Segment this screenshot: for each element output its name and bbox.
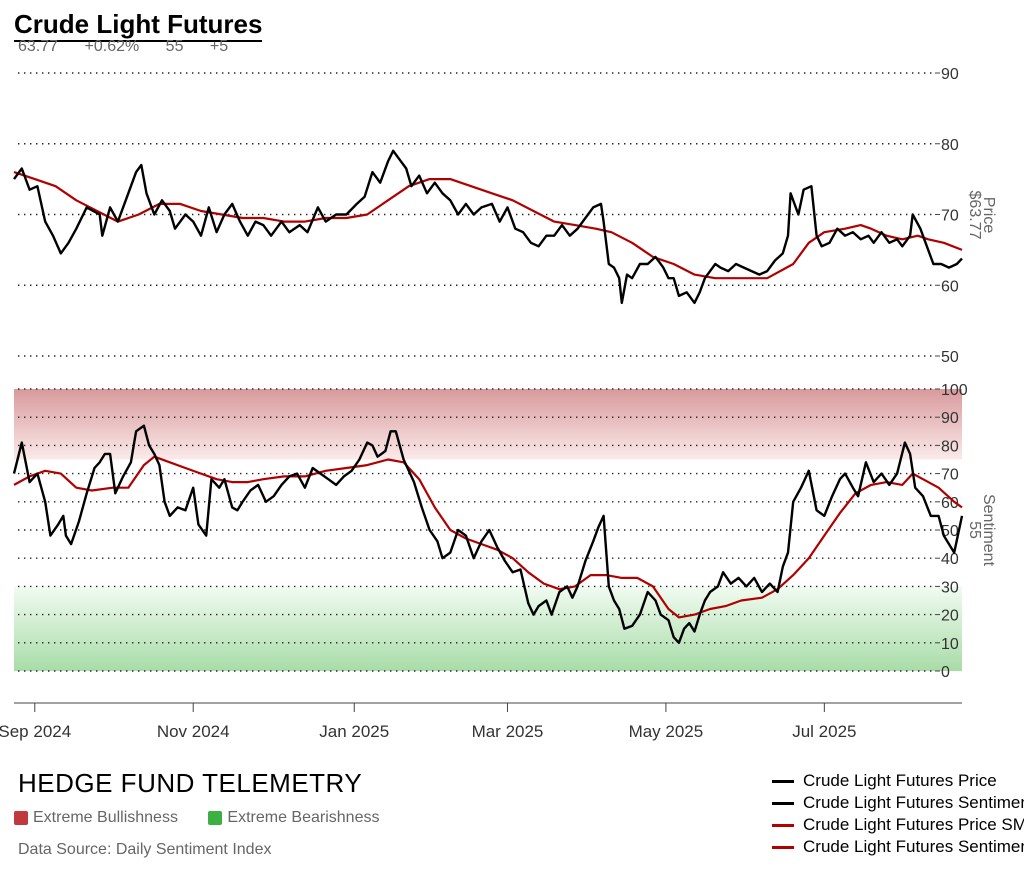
sentiment-tick-label: 10 xyxy=(941,636,959,653)
extreme-bullishness-band xyxy=(14,389,962,460)
sentiment-tick-label: 80 xyxy=(941,438,959,455)
sentiment-axis-title: Sentiment55 xyxy=(966,494,997,567)
legend-item[interactable]: Crude Light Futures Sentiment xyxy=(772,792,1024,814)
bull-swatch-icon xyxy=(14,811,28,825)
last-sentiment: 55 xyxy=(165,38,184,55)
x-tick-label: Sep 2024 xyxy=(0,722,71,741)
price-tick-label: 60 xyxy=(941,278,959,295)
sentiment-tick-label: 70 xyxy=(941,467,959,484)
zone-bear: Extreme Bearishness xyxy=(208,809,379,827)
sentiment-tick-label: 100 xyxy=(941,382,968,399)
legend-label: Crude Light Futures Price SMA xyxy=(803,815,1024,834)
brand-name: HEDGE FUND TELEMETRY xyxy=(18,768,363,798)
axis-last-value: $63.77 xyxy=(966,191,983,240)
price-tick-label: 90 xyxy=(941,66,959,83)
sentiment-tick-label: 40 xyxy=(941,551,959,568)
legend-item[interactable]: Crude Light Futures Price SMA xyxy=(772,814,1024,836)
data-source: Data Source: Daily Sentiment Index xyxy=(18,841,272,858)
price-tick-label: 50 xyxy=(941,349,959,366)
price-series xyxy=(13,149,963,305)
sentiment-tick-label: 60 xyxy=(941,495,959,512)
sentiment-sma-line xyxy=(13,455,963,619)
price-change: +0.62% xyxy=(84,38,140,55)
axis-title-text: Sentiment xyxy=(980,494,997,567)
zone-bull: Extreme Bullishness xyxy=(14,809,178,827)
bear-swatch-icon xyxy=(208,811,223,825)
x-tick-label: Mar 2025 xyxy=(472,722,544,741)
legend-line-icon xyxy=(772,779,794,783)
sentiment-series xyxy=(12,424,964,644)
price-line xyxy=(13,149,963,305)
legend-label: Crude Light Futures Sentiment xyxy=(803,793,1024,812)
legend-line-icon xyxy=(772,801,794,805)
sentiment-tick-label: 50 xyxy=(941,523,959,540)
chart-title: Crude Light Futures xyxy=(14,8,263,42)
x-axis: Sep 2024 Nov 2024 Jan 2025 Mar 2025 May 2025… xyxy=(0,702,962,741)
sentiment-tick-label: 20 xyxy=(941,608,959,625)
extreme-bearishness-band xyxy=(14,586,962,671)
sentiment-tick-label: 90 xyxy=(941,410,959,427)
price-tick-label: 70 xyxy=(941,208,959,225)
x-tick-label: Jan 2025 xyxy=(319,722,389,741)
x-tick-label: Nov 2024 xyxy=(157,722,230,741)
zone-bull-label: Extreme Bullishness xyxy=(33,809,178,826)
sentiment-line xyxy=(12,424,964,644)
sentiment-tick-label: 30 xyxy=(941,579,959,596)
x-tick-label: Jul 2025 xyxy=(792,722,856,741)
price-sma-line xyxy=(13,171,963,280)
legend-label: Crude Light Futures Sentiment SMA xyxy=(803,837,1024,856)
price-axis-title: Price$63.77 xyxy=(966,191,997,240)
sentiment-tick-label: 0 xyxy=(941,664,950,681)
price-gridlines: 50 60 70 80 90 xyxy=(18,66,959,366)
legend-item[interactable]: Crude Light Futures Price xyxy=(772,770,1024,792)
legend-item[interactable]: Crude Light Futures Sentiment SMA xyxy=(772,836,1024,858)
stats-line: 63.77 +0.62% 55 +5 xyxy=(18,38,250,56)
legend-line-icon xyxy=(772,845,794,849)
price-tick-label: 80 xyxy=(941,137,959,154)
axis-title-text: Price xyxy=(980,197,997,234)
zone-legend: Extreme Bullishness Extreme Bearishness xyxy=(14,809,405,830)
axis-last-value: 55 xyxy=(966,521,983,539)
sentiment-gridlines: 0 10 20 30 40 50 60 70 80 90 100 xyxy=(18,382,968,681)
zone-bear-label: Extreme Bearishness xyxy=(227,809,380,826)
series-legend: Crude Light Futures Price Crude Light Fu… xyxy=(772,770,1024,858)
last-price: 63.77 xyxy=(18,38,59,55)
legend-label: Crude Light Futures Price xyxy=(803,771,997,790)
x-tick-label: May 2025 xyxy=(629,722,704,741)
sentiment-change: +5 xyxy=(209,38,229,55)
chart-area: 50 60 70 80 90 0 10 20 30 40 50 60 70 80 90 100 Sep 20… xyxy=(0,66,997,741)
legend-line-icon xyxy=(772,823,794,827)
